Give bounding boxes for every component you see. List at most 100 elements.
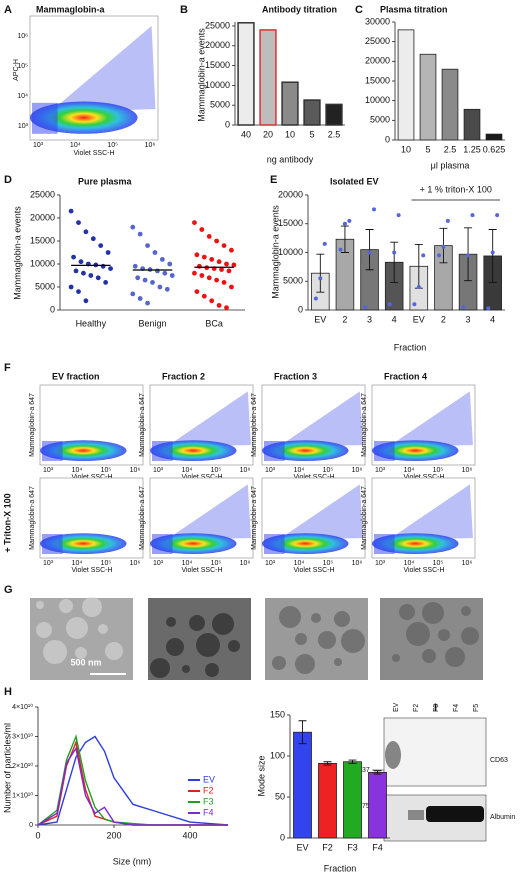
data-point: [130, 224, 136, 230]
tem-blob: [334, 658, 342, 666]
panel-label: C: [355, 4, 363, 16]
tem-blob: [75, 647, 87, 659]
flow-y-tick: 10⁵: [17, 63, 28, 70]
data-point: [231, 262, 237, 268]
flow-x-label: Violet SSC-H: [403, 567, 444, 574]
data-point: [486, 306, 491, 311]
y-tick-label: 10000: [278, 247, 303, 257]
flow-y-label: Mammaglobin-a 647: [29, 486, 36, 550]
tem-blob: [422, 649, 436, 663]
tem-blob: [189, 615, 205, 631]
y-tick-label: 4×10¹⁰: [12, 703, 33, 711]
y-tick-label: 0: [385, 134, 390, 144]
data-point: [392, 250, 397, 255]
data-point: [142, 277, 148, 283]
y-tick-label: 25000: [30, 189, 55, 199]
tem-blob: [36, 601, 44, 609]
y-tick-label: 20000: [205, 40, 230, 50]
panel-label: G: [4, 584, 13, 596]
data-point: [396, 213, 401, 218]
tem-blob: [228, 640, 240, 652]
data-point: [219, 267, 224, 272]
flow-tick-label: 10⁶: [240, 560, 251, 567]
error-bar: [390, 241, 399, 283]
flow-y-label: Mammaglobin-a 647: [361, 393, 368, 457]
y-tick-label: 3×10¹⁰: [12, 732, 33, 740]
data-point: [216, 303, 222, 308]
flow-tick-label: 10⁵: [211, 560, 222, 567]
marker-label: 75: [362, 803, 370, 810]
flow-tick-label: 10³: [43, 467, 54, 474]
flow-tick-label: 10³: [265, 560, 276, 567]
x-tick-label: 200: [106, 830, 121, 840]
x-tick-label: 0: [35, 830, 40, 840]
bar: [259, 29, 277, 126]
data-point: [103, 280, 109, 285]
data-point: [206, 275, 212, 281]
flow-points: [152, 441, 173, 461]
data-point: [226, 268, 232, 274]
x-tick-label: 3: [466, 314, 471, 324]
flow-points: [32, 102, 58, 134]
flow-tick-label: 10⁶: [130, 467, 141, 474]
flow-title: Fraction 3: [274, 371, 317, 381]
flow-tick-label: 10⁴: [404, 467, 415, 474]
data-point: [76, 220, 81, 226]
flow-tick-label: 10⁵: [107, 142, 118, 149]
data-point: [495, 213, 500, 218]
data-point: [342, 221, 347, 226]
data-point: [137, 296, 143, 301]
flow-tick-label: 10⁴: [72, 467, 83, 474]
tem-blob: [166, 617, 176, 627]
x-tick-label: 1.25: [463, 144, 481, 154]
panel-label: E: [270, 174, 277, 186]
flow-spray: [277, 484, 363, 541]
flow-x-label: Violet SSC-H: [181, 567, 222, 574]
data-point: [169, 273, 175, 278]
y-tick-label: 20000: [30, 212, 55, 222]
data-point: [421, 253, 426, 258]
flow-x-label: Violet SSC-H: [293, 474, 334, 481]
tem-image: [30, 598, 133, 680]
tem-blob: [196, 633, 220, 657]
x-tick-label: Healthy: [76, 318, 107, 328]
band-label: CD63: [490, 757, 508, 764]
data-point: [152, 250, 158, 255]
chart-title: Pure plasma: [78, 176, 133, 186]
data-point: [209, 257, 215, 262]
x-tick-label: EV: [314, 314, 326, 324]
tem-blob: [82, 597, 102, 617]
blot-band: [408, 810, 424, 820]
flow-tick-label: 10³: [265, 467, 276, 474]
flow-tick-label: 10³: [153, 560, 164, 567]
data-point: [81, 270, 86, 276]
flow-tick-label: 10⁴: [294, 467, 305, 474]
tem-blob: [182, 665, 190, 673]
data-point: [95, 275, 101, 281]
flow-tick-label: 10⁵: [433, 467, 444, 474]
tem-blob: [318, 631, 336, 649]
y-tick-label: 10000: [205, 80, 230, 90]
data-point: [470, 213, 475, 218]
x-axis-label: Size (nm): [113, 856, 152, 866]
bar: [303, 99, 321, 126]
flow-y-tick: 10⁶: [17, 33, 28, 40]
flow-spray: [49, 25, 156, 113]
flow-tick-label: 10⁶: [462, 467, 473, 474]
tem-blob: [279, 606, 301, 628]
flow-spray: [277, 391, 363, 448]
x-tick-label: 4: [392, 314, 397, 324]
y-tick-label: 25000: [205, 20, 230, 30]
data-point: [73, 268, 79, 274]
x-tick-label: F3: [347, 842, 358, 852]
panel-label: B: [180, 4, 188, 16]
data-point: [461, 305, 466, 310]
flow-spray: [387, 391, 473, 448]
bar: [485, 133, 503, 141]
lane-label: F3: [433, 704, 440, 712]
flow-points: [374, 441, 395, 461]
y-tick-label: 5000: [210, 100, 230, 110]
data-point: [387, 302, 392, 307]
data-point: [76, 289, 81, 294]
flow-tick-label: 10⁴: [404, 560, 415, 567]
